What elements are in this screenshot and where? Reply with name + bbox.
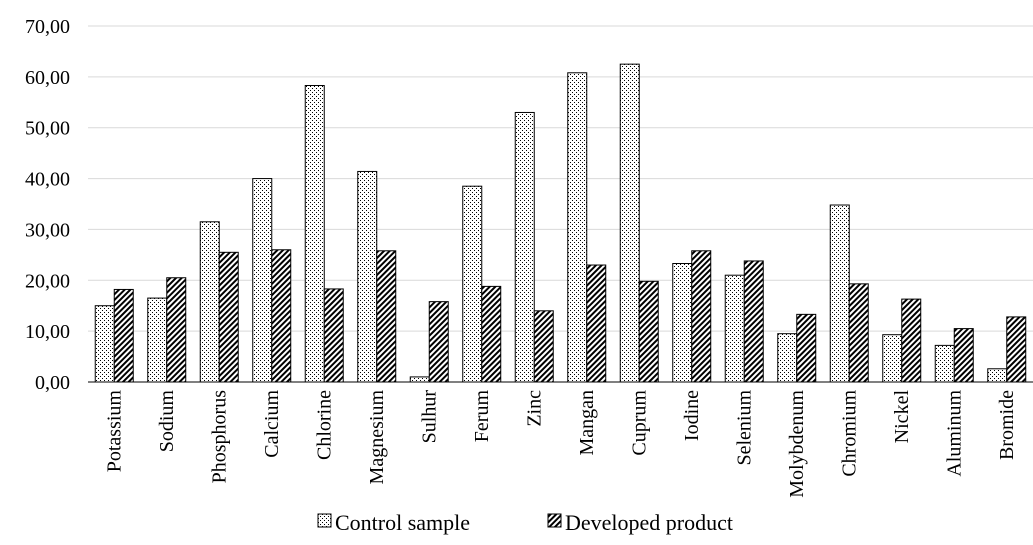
bar-control-sample bbox=[882, 334, 903, 383]
bars bbox=[94, 63, 1027, 383]
category-label: Chromium bbox=[838, 390, 860, 477]
category-label: Iodine bbox=[681, 390, 703, 441]
y-tick-label: 60,00 bbox=[25, 67, 70, 89]
bar-developed-product bbox=[481, 285, 502, 383]
bar-developed-product bbox=[166, 277, 187, 383]
bar-developed-product bbox=[901, 298, 922, 383]
bar-control-sample bbox=[94, 305, 115, 383]
bar-control-sample bbox=[147, 297, 168, 383]
bar-control-sample bbox=[304, 85, 325, 383]
bar-control-sample bbox=[252, 178, 273, 383]
category-label: Aluminum bbox=[943, 390, 965, 477]
bar-developed-product bbox=[743, 260, 764, 383]
category-label: Chlorine bbox=[313, 390, 335, 460]
category-label: Cuprum bbox=[628, 390, 650, 456]
legend-label-developed: Developed product bbox=[565, 510, 733, 535]
bar-developed-product bbox=[376, 250, 397, 383]
bar-developed-product bbox=[796, 313, 817, 383]
legend: Control sample Developed product bbox=[317, 510, 733, 535]
category-label: Potassium bbox=[103, 390, 125, 473]
y-tick-label: 10,00 bbox=[25, 321, 70, 343]
bar-developed-product bbox=[533, 310, 554, 383]
category-label: Nickel bbox=[891, 390, 913, 444]
gridlines bbox=[88, 25, 1033, 332]
category-label: Magnesium bbox=[366, 390, 388, 485]
category-labels: Potassium Sodium Phosphorus Calcium Chlorine… bbox=[103, 390, 1018, 498]
y-tick-label: 20,00 bbox=[25, 270, 70, 292]
bar-developed-product bbox=[586, 264, 607, 383]
bar-control-sample bbox=[199, 221, 220, 383]
y-tick-label: 30,00 bbox=[25, 219, 70, 241]
bar-control-sample bbox=[987, 368, 1008, 383]
bar-control-sample bbox=[672, 263, 693, 383]
bar-control-sample bbox=[934, 344, 955, 383]
bar-control-sample bbox=[409, 376, 430, 383]
legend-swatch-developed bbox=[547, 513, 562, 528]
category-label: Calcium bbox=[261, 390, 283, 458]
bar-control-sample bbox=[619, 63, 640, 383]
category-label: Phosphorus bbox=[208, 390, 230, 484]
y-tick-label: 70,00 bbox=[25, 16, 70, 38]
bar-developed-product bbox=[428, 301, 449, 383]
bar-control-sample bbox=[357, 170, 378, 383]
bar-control-sample bbox=[724, 274, 745, 383]
bar-developed-product bbox=[691, 250, 712, 383]
bar-developed-product bbox=[323, 288, 344, 383]
y-tick-label: 50,00 bbox=[25, 118, 70, 140]
category-label: Molybdenum bbox=[786, 390, 808, 498]
bar-developed-product bbox=[218, 251, 239, 383]
bar-control-sample bbox=[829, 204, 850, 383]
bar-developed-product bbox=[848, 283, 869, 383]
bar-developed-product bbox=[113, 288, 134, 383]
bar-control-sample bbox=[567, 72, 588, 383]
bar-developed-product bbox=[953, 328, 974, 383]
bar-developed-product bbox=[271, 249, 292, 383]
bar-developed-product bbox=[638, 280, 659, 383]
legend-swatch-control bbox=[317, 513, 332, 528]
bar-control-sample bbox=[777, 333, 798, 383]
y-tick-label: 0,00 bbox=[35, 372, 70, 394]
y-axis-ticks: 0,00 10,00 20,00 30,00 40,00 50,00 60,00 70,00 bbox=[25, 16, 70, 394]
legend-label-control: Control sample bbox=[335, 510, 470, 535]
category-label: Sodium bbox=[156, 390, 178, 453]
category-label: Ferum bbox=[471, 390, 493, 443]
category-label: Zinc bbox=[523, 390, 545, 427]
category-label: Bromide bbox=[996, 390, 1018, 460]
category-label: Selenium bbox=[733, 390, 755, 466]
category-label: Mangan bbox=[576, 390, 598, 456]
bar-developed-product bbox=[1006, 316, 1027, 383]
bar-control-sample bbox=[462, 185, 483, 383]
bar-control-sample bbox=[514, 111, 535, 383]
y-tick-label: 40,00 bbox=[25, 169, 70, 191]
category-label: Sulhur bbox=[418, 390, 440, 444]
